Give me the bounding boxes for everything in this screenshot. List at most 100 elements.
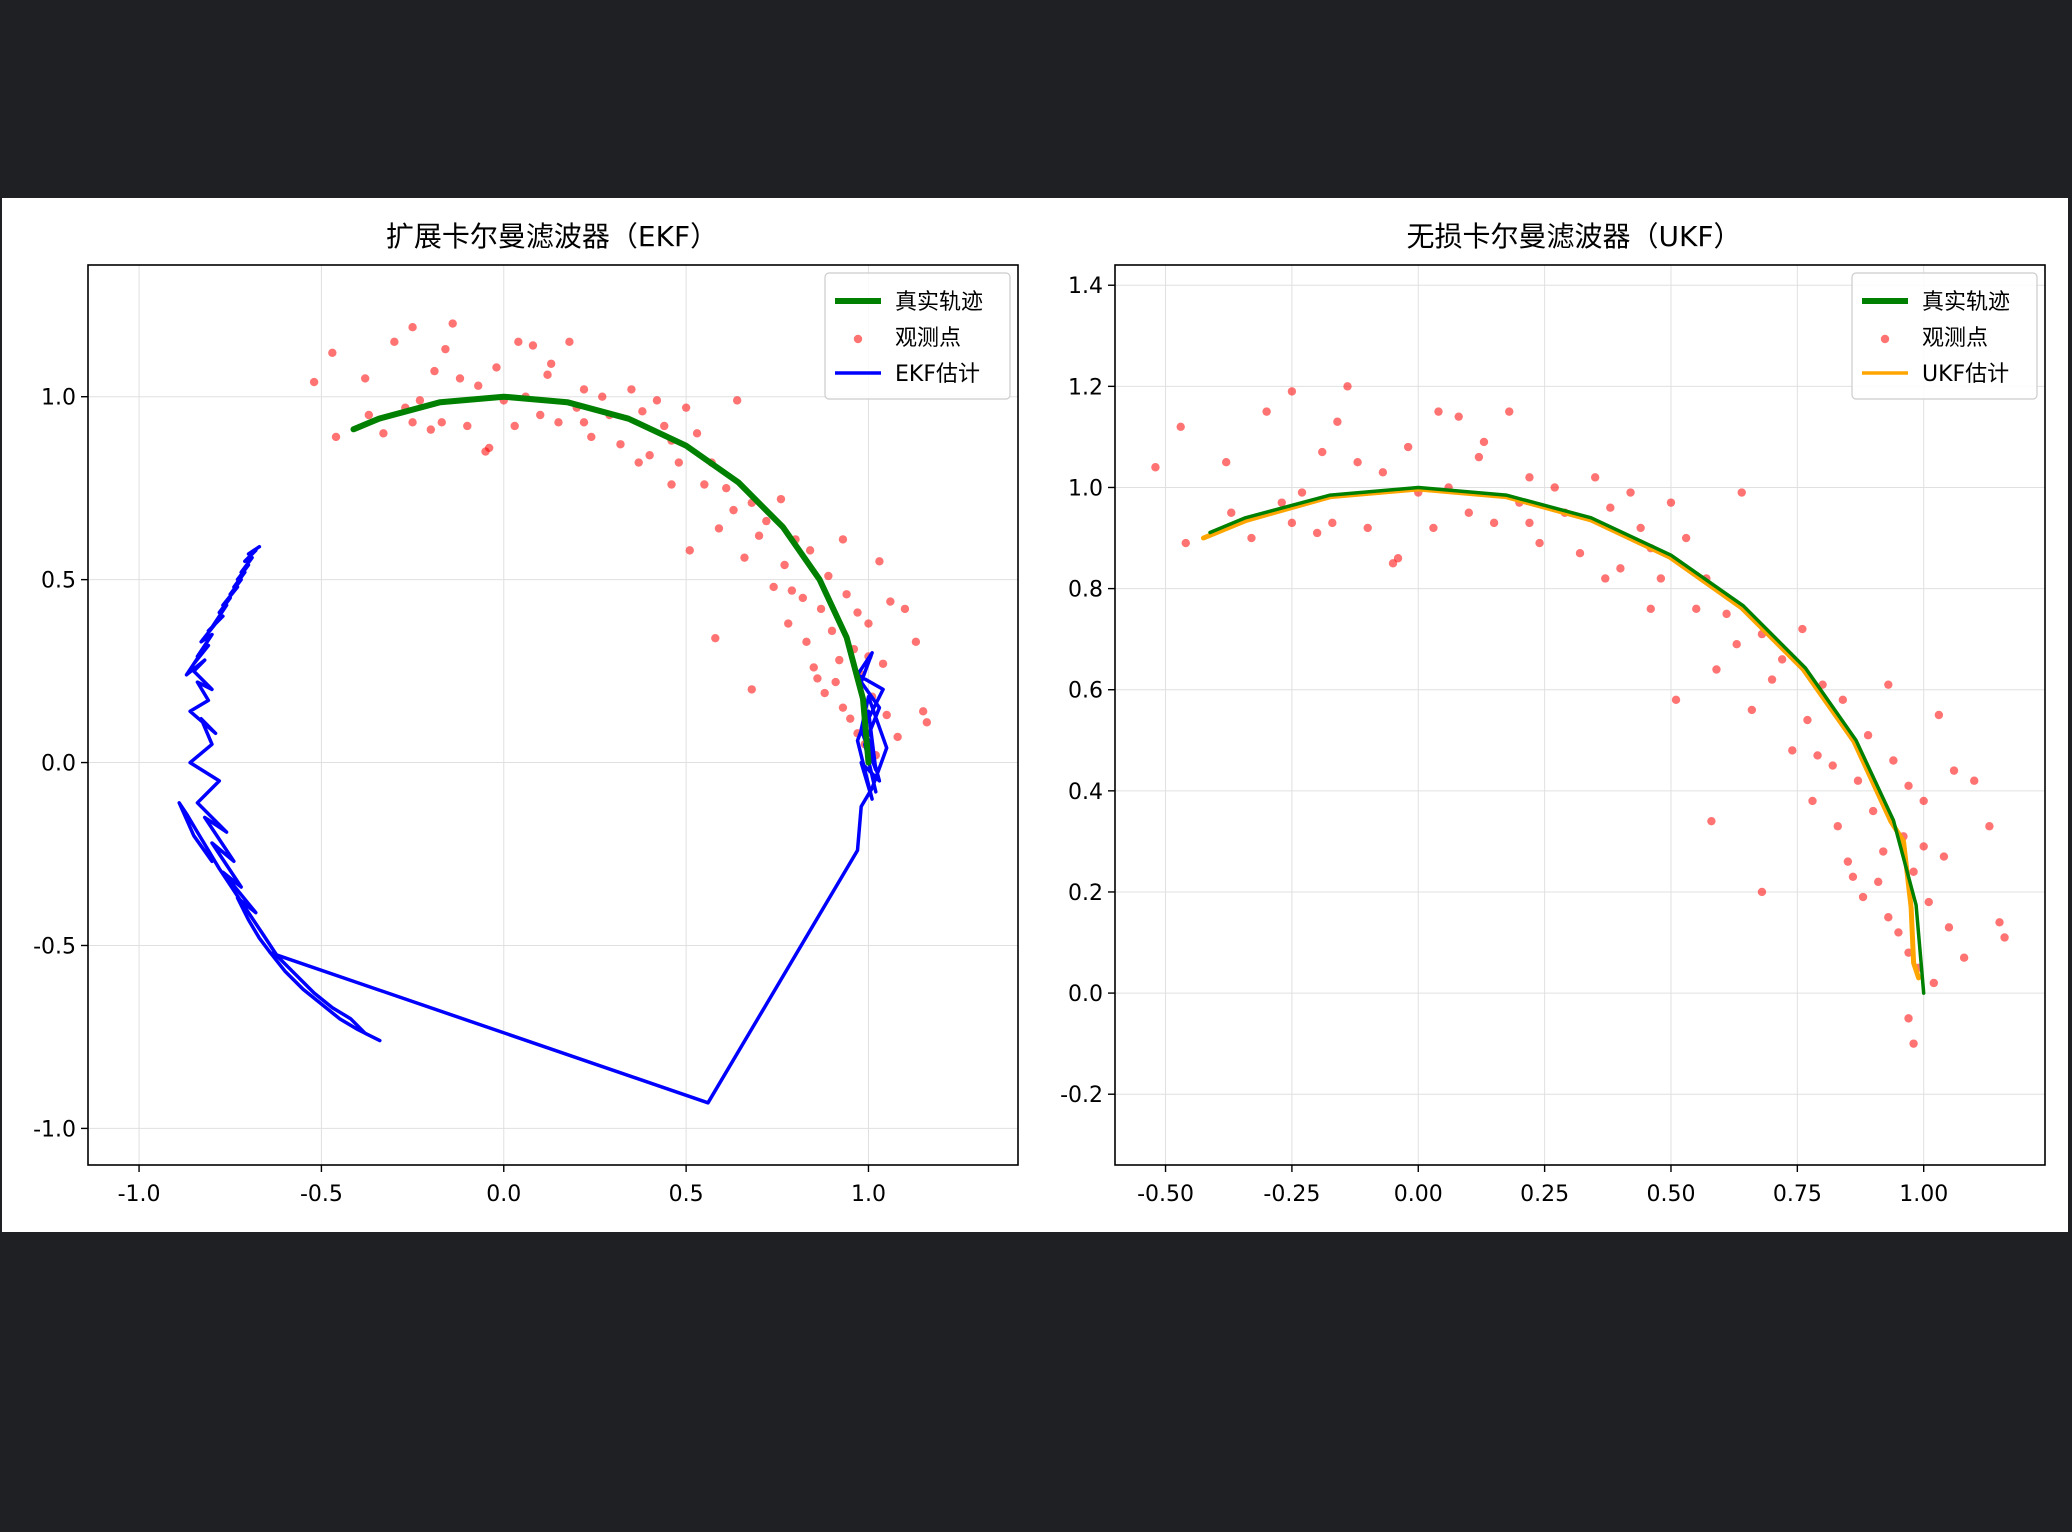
observation-point xyxy=(1606,503,1615,512)
observation-point xyxy=(1995,918,2004,927)
observation-point xyxy=(769,582,778,592)
observation-point xyxy=(1479,437,1489,447)
y-tick-label: -0.5 xyxy=(33,934,76,959)
observation-point xyxy=(1429,523,1438,533)
truth-line xyxy=(1208,485,1926,995)
observation-point xyxy=(1722,609,1731,619)
observation-point xyxy=(1909,867,1918,876)
observation-point xyxy=(1949,766,1959,775)
observation-point xyxy=(762,516,771,526)
observation-point xyxy=(638,407,647,416)
observation-point xyxy=(1833,822,1842,831)
legend-swatch-marker xyxy=(853,334,863,344)
observation-point xyxy=(379,429,388,438)
observation-point xyxy=(1970,776,1979,785)
legend-box xyxy=(824,272,1011,400)
observation-point xyxy=(813,674,822,683)
observation-point xyxy=(1671,695,1681,705)
observation-point xyxy=(681,403,691,412)
observation-point xyxy=(1636,523,1645,533)
observation-point xyxy=(787,586,797,595)
observation-point xyxy=(1227,508,1236,517)
observation-point xyxy=(820,688,829,698)
observation-point xyxy=(1287,518,1297,528)
observation-point xyxy=(627,385,636,394)
observation-point xyxy=(1343,382,1352,391)
observation-point xyxy=(364,410,374,420)
observation-point xyxy=(579,385,589,394)
observation-point xyxy=(1858,892,1868,902)
observation-point xyxy=(798,593,808,603)
observation-point xyxy=(816,604,826,614)
observation-point xyxy=(875,557,884,566)
axes-frame xyxy=(1114,264,2046,1166)
observation-point xyxy=(1277,498,1286,507)
observation-point xyxy=(918,707,928,716)
observation-point xyxy=(802,637,811,647)
observation-point xyxy=(1853,776,1863,785)
observation-point xyxy=(1505,407,1514,416)
x-tick-label: 0.00 xyxy=(1394,1182,1443,1207)
observation-point xyxy=(1656,574,1666,583)
observation-point xyxy=(1474,452,1484,462)
observation-point xyxy=(1550,483,1559,492)
observation-point xyxy=(616,440,625,449)
observation-point xyxy=(1454,412,1463,421)
observation-point xyxy=(1287,387,1297,396)
observation-point xyxy=(1176,422,1185,431)
observation-point xyxy=(1757,887,1767,897)
y-tick-label: 1.0 xyxy=(41,386,76,411)
observation-point xyxy=(579,418,589,427)
observation-point xyxy=(1489,518,1499,528)
observation-point xyxy=(1777,655,1787,664)
observation-point xyxy=(1868,806,1878,816)
observation-point xyxy=(1601,574,1610,583)
observation-point xyxy=(1535,538,1544,548)
observation-point xyxy=(1838,695,1848,705)
observation-point xyxy=(415,396,425,405)
observation-point xyxy=(1646,604,1655,614)
observation-point xyxy=(886,597,895,606)
plot-area xyxy=(1151,382,2009,1048)
observation-point xyxy=(1590,473,1600,482)
observation-point xyxy=(587,432,596,442)
observation-point xyxy=(1626,488,1635,497)
observation-point xyxy=(674,458,684,467)
observation-point xyxy=(864,619,873,628)
observation-point xyxy=(805,546,815,555)
observation-point xyxy=(1934,710,1944,720)
observation-point xyxy=(1863,731,1873,740)
observation-point xyxy=(1788,746,1797,755)
observation-point xyxy=(565,337,574,347)
observation-point xyxy=(667,480,676,489)
ticks: -1.0 -0.5 0.0 0.5 1.0 -1.0 -0.5 0.0 0.5 1.0 xyxy=(33,386,886,1207)
y-tick-label: 1.4 xyxy=(1068,274,1103,299)
estimate-line xyxy=(177,801,382,1043)
observation-point xyxy=(481,447,490,456)
observation-point xyxy=(474,381,483,390)
y-tick-label: -0.2 xyxy=(1060,1083,1103,1108)
x-tick-label: 0.50 xyxy=(1646,1182,1695,1207)
observation-point xyxy=(1884,913,1893,922)
observation-point xyxy=(1909,1039,1918,1048)
observation-point xyxy=(692,429,702,438)
observation-point xyxy=(1151,463,1160,472)
observation-point xyxy=(776,494,786,504)
observation-point xyxy=(1464,508,1474,517)
observation-point xyxy=(1798,624,1807,634)
observation-point xyxy=(1889,756,1898,765)
observation-point xyxy=(514,337,523,347)
observation-point xyxy=(809,663,818,672)
observation-point xyxy=(598,392,607,401)
observation-point xyxy=(893,732,902,742)
observation-point xyxy=(1904,781,1913,790)
observation-point xyxy=(853,608,862,617)
observation-point xyxy=(740,553,749,562)
observation-point xyxy=(838,703,848,712)
legend-box xyxy=(1851,272,2038,400)
observation-point xyxy=(1666,498,1676,507)
observation-point xyxy=(1525,518,1534,528)
observation-point xyxy=(1575,549,1585,558)
